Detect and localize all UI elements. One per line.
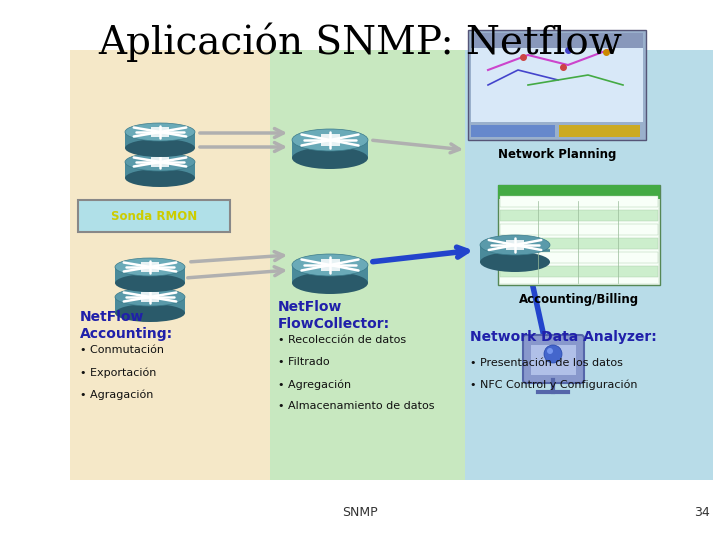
Text: • Recolección de datos: • Recolección de datos: [278, 335, 406, 345]
Text: 34: 34: [694, 505, 710, 518]
Bar: [471, 33, 643, 48]
Bar: [506, 240, 523, 250]
Ellipse shape: [547, 348, 553, 354]
Bar: [151, 157, 168, 167]
Bar: [125, 162, 195, 178]
Ellipse shape: [125, 123, 195, 141]
Ellipse shape: [115, 271, 185, 289]
Ellipse shape: [125, 136, 195, 154]
Text: SNMP: SNMP: [342, 505, 378, 518]
Ellipse shape: [292, 144, 368, 166]
Bar: [292, 140, 368, 158]
Bar: [141, 292, 158, 302]
Ellipse shape: [292, 129, 368, 151]
Text: • Exportación: • Exportación: [80, 367, 156, 377]
Text: • Filtrado: • Filtrado: [278, 357, 330, 367]
Bar: [320, 259, 340, 271]
Bar: [468, 30, 646, 140]
Text: Accounting/Billing: Accounting/Billing: [519, 293, 639, 306]
Text: Network Data Analyzer:: Network Data Analyzer:: [470, 330, 657, 344]
FancyBboxPatch shape: [523, 335, 584, 383]
Text: Sonda RMON: Sonda RMON: [111, 210, 197, 222]
Text: Aplicación SNMP: Netflow: Aplicación SNMP: Netflow: [98, 22, 622, 62]
Bar: [500, 224, 658, 235]
Ellipse shape: [292, 147, 368, 169]
Text: Network Planning: Network Planning: [498, 148, 616, 161]
Bar: [500, 238, 658, 249]
Ellipse shape: [115, 301, 185, 319]
Bar: [115, 297, 185, 313]
Text: • Conmutación: • Conmutación: [80, 345, 164, 355]
Bar: [115, 267, 185, 283]
Bar: [70, 50, 270, 480]
Bar: [500, 201, 658, 283]
Bar: [480, 245, 550, 262]
Bar: [141, 262, 158, 272]
Bar: [500, 210, 658, 221]
Text: NetFlow
FlowCollector:: NetFlow FlowCollector:: [278, 300, 390, 332]
Bar: [498, 185, 660, 199]
Ellipse shape: [292, 272, 368, 294]
Bar: [498, 185, 660, 285]
Bar: [320, 134, 340, 146]
Ellipse shape: [480, 252, 550, 272]
Bar: [151, 127, 168, 137]
Ellipse shape: [480, 235, 550, 255]
Ellipse shape: [292, 269, 368, 291]
Ellipse shape: [115, 288, 185, 306]
Bar: [270, 50, 465, 480]
Ellipse shape: [115, 274, 185, 292]
Text: • Almacenamiento de datos: • Almacenamiento de datos: [278, 401, 434, 411]
Bar: [500, 266, 658, 277]
Bar: [125, 132, 195, 148]
Bar: [500, 196, 658, 207]
Bar: [559, 125, 640, 137]
Ellipse shape: [125, 139, 195, 157]
Ellipse shape: [544, 345, 562, 363]
Bar: [500, 252, 658, 263]
Text: • NFC Control y Configuración: • NFC Control y Configuración: [470, 380, 637, 390]
Bar: [465, 50, 713, 480]
Text: • Presentación de los datos: • Presentación de los datos: [470, 358, 623, 368]
Text: • Agregación: • Agregación: [278, 379, 351, 389]
Text: • Agragación: • Agragación: [80, 389, 153, 400]
Ellipse shape: [125, 169, 195, 187]
Ellipse shape: [480, 249, 550, 269]
Ellipse shape: [115, 304, 185, 322]
Text: NetFlow
Accounting:: NetFlow Accounting:: [80, 310, 173, 341]
Bar: [471, 125, 555, 137]
Ellipse shape: [125, 153, 195, 171]
Ellipse shape: [115, 258, 185, 276]
Bar: [471, 33, 643, 122]
Bar: [292, 265, 368, 283]
Ellipse shape: [292, 254, 368, 276]
Bar: [531, 345, 576, 375]
Ellipse shape: [125, 166, 195, 184]
FancyBboxPatch shape: [78, 200, 230, 232]
